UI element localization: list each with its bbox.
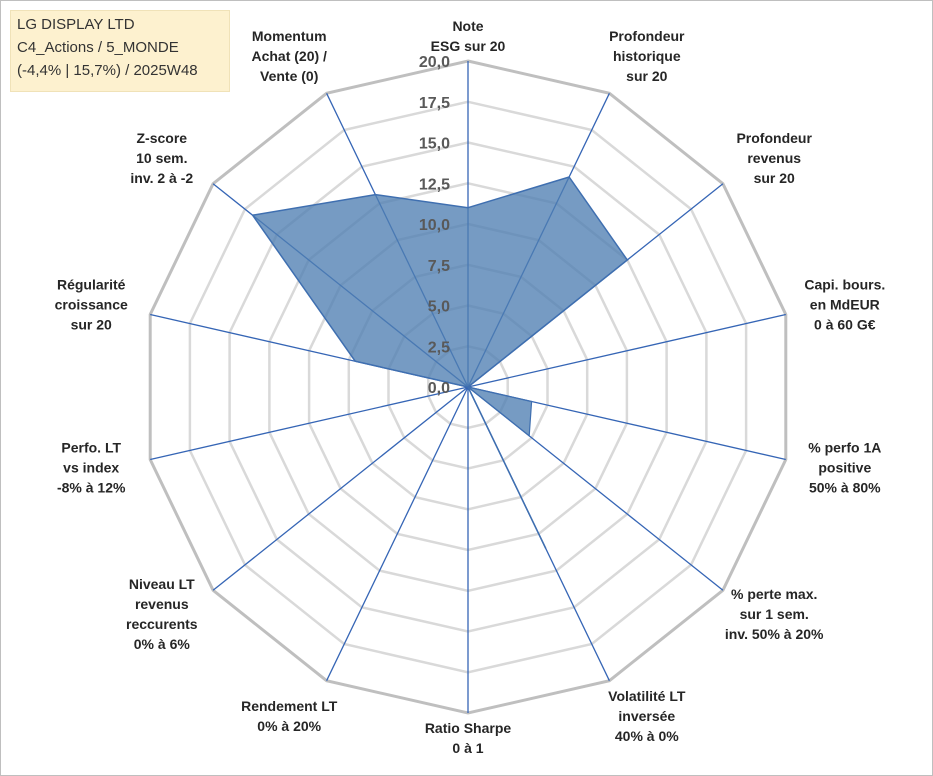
category-label: Ratio Sharpe — [425, 720, 512, 736]
category-label: Z-score — [137, 130, 188, 146]
radar-category-labels: Note ESG sur 20 Profondeur historique sur 20… — [55, 18, 886, 756]
category-label: positive — [818, 459, 871, 475]
category-label: 0 à 60 G€ — [814, 317, 876, 333]
tick-label: 15,0 — [419, 136, 450, 153]
category-label: Profondeur — [609, 28, 685, 44]
category-label: 40% à 0% — [615, 728, 679, 744]
category-label: Capi. bours. — [804, 277, 885, 293]
category-label: vs index — [63, 459, 119, 475]
info-box: LG DISPLAY LTD C4_Actions / 5_MONDE (-4,… — [10, 10, 230, 92]
category-label: Momentum — [252, 28, 327, 44]
category-label: sur 20 — [71, 317, 112, 333]
category-label: Note — [452, 18, 483, 34]
category-label: revenus — [747, 150, 801, 166]
radar-tick-labels: 0,0 2,5 5,0 7,5 10,0 12,5 15,0 17,5 20,0 — [419, 54, 450, 397]
category-label: Rendement LT — [241, 698, 338, 714]
category-label: Volatilité LT — [608, 688, 686, 704]
category-label: historique — [613, 48, 681, 64]
category-label: inversée — [618, 708, 675, 724]
category-label: 0% à 6% — [134, 636, 191, 652]
series-area — [251, 176, 629, 549]
tick-label: 17,5 — [419, 95, 450, 112]
category-label: croissance — [55, 297, 128, 313]
category-label: % perte max. — [731, 586, 817, 602]
tick-label: 2,5 — [428, 339, 450, 356]
tick-label: 0,0 — [428, 380, 450, 397]
category-label: en MdEUR — [810, 297, 880, 313]
series-area-minor — [467, 386, 533, 437]
info-category: C4_Actions / 5_MONDE — [17, 39, 179, 56]
category-label: % perfo 1A — [808, 439, 881, 455]
category-label: reccurents — [126, 616, 198, 632]
category-label: inv. 2 à -2 — [130, 170, 193, 186]
tick-label: 5,0 — [428, 299, 450, 316]
category-label: sur 20 — [626, 68, 667, 84]
tick-label: 12,5 — [419, 176, 450, 193]
category-label: revenus — [135, 596, 189, 612]
tick-label: 7,5 — [428, 258, 450, 275]
category-label: Achat (20) / — [251, 48, 327, 64]
axis-spoke — [212, 386, 469, 591]
radar-series — [251, 176, 629, 549]
category-label: inv. 50% à 20% — [725, 626, 824, 642]
category-label: Vente (0) — [260, 68, 318, 84]
category-label: sur 1 sem. — [740, 606, 809, 622]
category-label: sur 20 — [754, 170, 795, 186]
category-label: Perfo. LT — [61, 439, 121, 455]
category-label: Niveau LT — [129, 576, 195, 592]
axis-spoke — [150, 386, 469, 461]
axis-spoke — [467, 313, 786, 388]
info-company-name: LG DISPLAY LTD — [17, 16, 135, 33]
category-label: ESG sur 20 — [431, 38, 506, 54]
info-performance: (-4,4% | 15,7%) / 2025W48 — [17, 62, 198, 79]
category-label: 10 sem. — [136, 150, 187, 166]
category-label: -8% à 12% — [57, 479, 126, 495]
axis-spoke — [326, 386, 469, 681]
category-label: 0 à 1 — [452, 740, 483, 756]
category-label: Régularité — [57, 277, 126, 293]
tick-label: 20,0 — [419, 54, 450, 71]
category-label: Profondeur — [736, 130, 812, 146]
tick-label: 10,0 — [419, 217, 450, 234]
category-label: 0% à 20% — [257, 718, 321, 734]
category-label: 50% à 80% — [809, 479, 881, 495]
